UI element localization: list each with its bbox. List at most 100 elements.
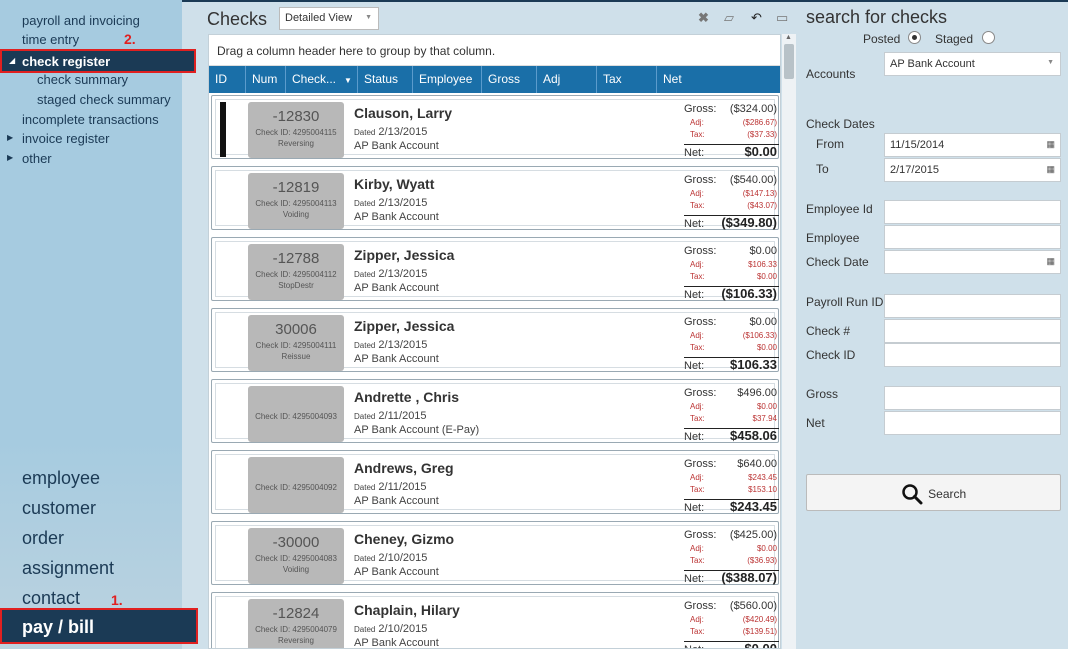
gross-label: Gross: [684,600,717,612]
search-title: search for checks [806,7,948,27]
net-value: $458.06 [730,428,777,443]
employee-id-field[interactable] [884,200,1061,224]
adj-label: Adj: [690,189,704,198]
employee-field[interactable] [884,225,1061,249]
undo-icon[interactable]: ↶ [751,10,762,25]
check-dates-label: Check Dates [806,117,875,131]
column-header-adj[interactable]: Adj [536,66,596,93]
tax-label: Tax: [690,130,705,139]
tax-value: $37.94 [752,414,777,423]
sidebar-item-staged-check-summary[interactable]: staged check summary [37,92,171,107]
column-header-check-date[interactable]: Check... ▼ [285,66,357,93]
sidebar-item-other[interactable]: other [22,151,52,166]
search-button[interactable]: Search [806,474,1061,511]
amounts: Gross: ($540.00) Adj: ($147.13) Tax: ($43.07)… [684,173,779,231]
column-header-num[interactable]: Num [245,66,285,93]
check-date: Dated 2/11/2015 [354,481,427,493]
column-header-label: ID [215,72,227,86]
nav-customer[interactable]: customer [22,498,97,518]
employee-name: Zipper, Jessica [354,247,455,263]
net-divider [684,215,779,216]
check-date-value: 2/10/2015 [378,552,428,564]
to-date-field[interactable]: 2/17/2015 ▦ [884,158,1061,182]
expand-triangle-icon[interactable]: ▶ [7,153,14,162]
grid-scrollbar[interactable]: ▲ [782,34,796,649]
column-header-label: Net [663,72,682,86]
check-number [248,463,344,481]
check-row[interactable]: Check ID: 4295004092 Andrews, Greg Dated 2… [211,450,779,514]
check-id-field[interactable] [884,343,1061,367]
nav-order[interactable]: order [22,528,65,548]
sidebar-item-payroll-and-invoicing[interactable]: payroll and invoicing [22,13,140,28]
calendar-icon[interactable]: ▦ [1046,164,1055,174]
check-number: -12830 [272,108,320,125]
sidebar: payroll and invoicing time entry 2. ◢ ch… [0,0,198,649]
sidebar-item-time-entry[interactable]: time entry [22,32,80,47]
net-value: ($349.80) [721,215,777,230]
check-status: Reversing [277,139,314,148]
column-header-net[interactable]: Net [656,66,780,93]
column-header-id[interactable]: ID [209,66,245,93]
expand-triangle-icon[interactable]: ▶ [7,133,14,142]
nav-contact[interactable]: contact [22,588,81,608]
check-row[interactable]: Check ID: 4295004093 Andrette , Chris Date… [211,379,779,443]
adj-value: $0.00 [756,544,777,553]
check-row[interactable]: -12830 Check ID: 4295004115 Reversing Claus… [211,95,779,159]
from-date-value: 11/15/2014 [890,139,945,151]
sidebar-item-invoice-register[interactable]: invoice register [22,131,110,146]
calendar-icon[interactable]: ▦ [1046,139,1055,149]
view-select[interactable]: Detailed View ▼ [279,7,379,30]
nav-employee[interactable]: employee [22,468,101,488]
nav-pay-bill[interactable]: pay / bill [0,608,198,644]
check-card: -12819 Check ID: 4295004113 Voiding Kirby, … [215,170,779,230]
check-card: -30000 Check ID: 4295004083 Voiding Cheney,… [215,525,779,585]
column-header-label: Employee [419,72,473,86]
employee-name: Andrette , Chris [354,389,460,405]
from-date-field[interactable]: 11/15/2014 ▦ [884,133,1061,157]
check-card: -12830 Check ID: 4295004115 Reversing Claus… [215,99,779,159]
gross-value: ($560.00) [729,600,777,612]
adj-label: Adj: [690,331,704,340]
check-id: Check ID: 4295004112 [255,270,337,279]
column-header-tax[interactable]: Tax [596,66,656,93]
scroll-up-icon[interactable]: ▲ [785,34,792,41]
check-status: Reissue [281,352,311,361]
check-row[interactable]: -12819 Check ID: 4295004113 Voiding Kirby, … [211,166,779,230]
tax-value: ($37.33) [747,130,777,139]
calendar-icon[interactable]: ▦ [1046,256,1055,266]
gross-label: Gross: [684,458,717,470]
employee-label: Employee [806,231,860,245]
sidebar-item-incomplete-transactions[interactable]: incomplete transactions [22,112,159,127]
column-header-employee[interactable]: Employee [412,66,481,93]
check-row[interactable]: -30000 Check ID: 4295004083 Voiding Cheney,… [211,521,779,585]
gross-field[interactable] [884,386,1061,410]
column-header-status[interactable]: Status [357,66,412,93]
export-icon[interactable]: ▭ [776,10,789,25]
posted-radio[interactable] [908,31,921,44]
close-icon[interactable]: ✖ [698,10,709,25]
nav-assignment[interactable]: assignment [22,558,115,578]
eraser-icon[interactable]: ▱ [724,10,734,25]
sidebar-item-check-summary[interactable]: check summary [37,72,129,87]
check-row[interactable]: -12788 Check ID: 4295004112 StopDestr Zippe… [211,237,779,301]
check-row[interactable]: 30006 Check ID: 4295004111 Reissue Zipper, … [211,308,779,372]
net-divider [684,641,779,642]
net-field[interactable] [884,411,1061,435]
check-num-field[interactable] [884,319,1061,343]
amounts: Gross: $0.00 Adj: $106.33 Tax: $0.00 Net: ($106… [684,244,779,302]
scrollbar-thumb[interactable] [784,44,794,79]
payroll-run-id-field[interactable] [884,294,1061,318]
staged-radio[interactable] [982,31,995,44]
accounts-select[interactable]: AP Bank Account ▼ [884,52,1061,76]
column-header-gross[interactable]: Gross [481,66,536,93]
check-id: Check ID: 4295004113 [255,199,337,208]
checks-panel: Checks Detailed View ▼ ✖ ▱ ↶ ▭ Drag a co… [196,0,796,649]
check-row[interactable]: -12824 Check ID: 4295004079 Reversing Chapl… [211,592,779,648]
check-date-field[interactable]: ▦ [884,250,1061,274]
net-divider [684,499,779,500]
tax-label: Tax: [690,556,705,565]
sidebar-item-check-register[interactable]: ◢ check register [0,49,196,73]
accounts-select-value: AP Bank Account [890,58,975,70]
check-date: Dated 2/10/2015 [354,552,427,564]
bank-account: AP Bank Account [354,140,439,152]
